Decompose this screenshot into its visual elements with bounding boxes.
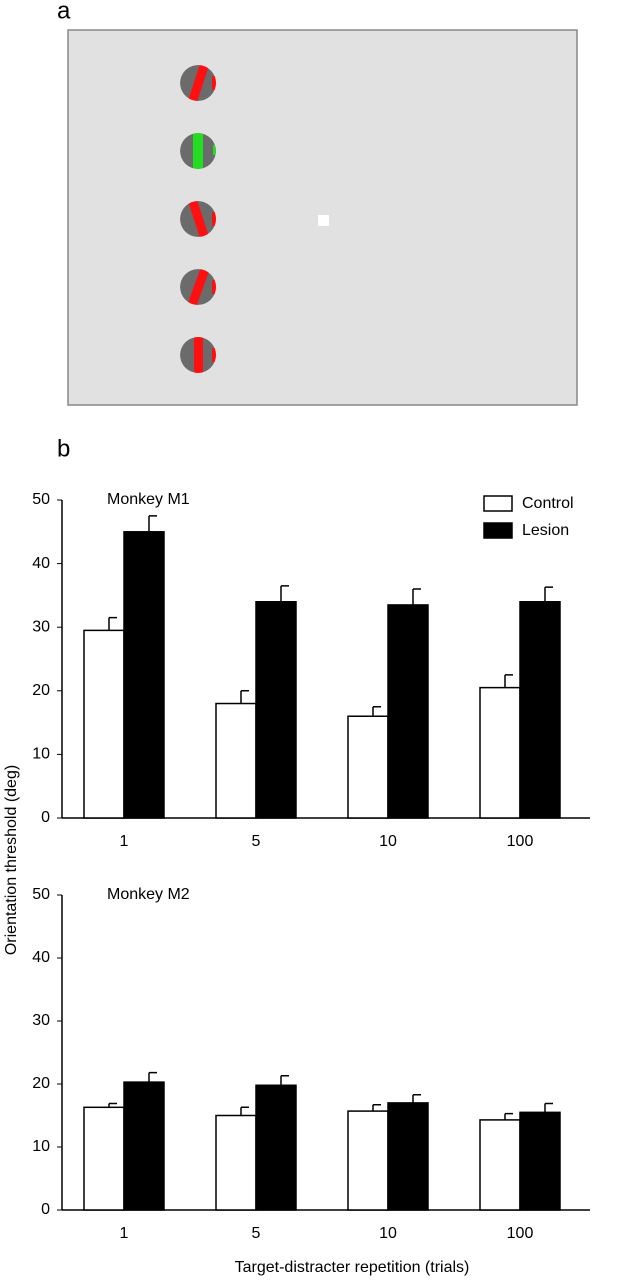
- x-tick-label: 1: [120, 833, 129, 850]
- grating: [180, 133, 216, 169]
- panel-label: a: [57, 0, 71, 24]
- bar: [255, 1084, 297, 1211]
- error-bar: [372, 705, 381, 717]
- x-tick-label: 10: [379, 833, 397, 850]
- y-tick-label: 40: [32, 949, 50, 966]
- y-tick-label: 10: [32, 746, 50, 763]
- error-bar: [544, 586, 553, 602]
- bar: [255, 601, 297, 819]
- y-tick-label: 50: [32, 491, 50, 508]
- chart-title: Monkey M1: [107, 491, 190, 508]
- error-bar: [504, 674, 513, 688]
- y-tick-label: 0: [41, 809, 50, 826]
- error-bar: [280, 1075, 289, 1086]
- error-bar: [148, 1071, 157, 1083]
- bar: [347, 715, 389, 819]
- grating: [180, 65, 216, 101]
- legend-label: Control: [522, 495, 574, 512]
- y-tick-label: 0: [41, 1201, 50, 1218]
- y-tick-label: 10: [32, 1138, 50, 1155]
- x-tick-label: 5: [252, 833, 261, 850]
- bar: [387, 604, 429, 819]
- bar: [215, 702, 257, 819]
- y-tick-label: 30: [32, 1012, 50, 1029]
- bar: [215, 1114, 257, 1211]
- y-tick-label: 50: [32, 886, 50, 903]
- error-bar: [108, 1102, 117, 1108]
- chart-title: Monkey M2: [107, 886, 190, 903]
- bar: [479, 1119, 521, 1211]
- bar: [123, 1081, 165, 1211]
- bar: [479, 686, 521, 819]
- error-bar: [412, 1093, 421, 1103]
- error-bar: [504, 1112, 513, 1120]
- bar: [83, 1106, 125, 1211]
- x-tick-label: 100: [507, 1225, 534, 1242]
- y-tick-label: 30: [32, 618, 50, 635]
- grating: [180, 337, 216, 373]
- error-bar: [240, 1106, 249, 1116]
- bar: [123, 531, 165, 819]
- y-axis-title: Orientation threshold (deg): [3, 765, 20, 955]
- x-tick-label: 5: [252, 1225, 261, 1242]
- error-bar: [148, 515, 157, 532]
- error-bar: [372, 1104, 381, 1112]
- error-bar: [108, 616, 117, 631]
- error-bar: [544, 1102, 553, 1113]
- grating: [180, 201, 216, 237]
- y-tick-label: 20: [32, 1075, 50, 1092]
- error-bar: [240, 690, 249, 704]
- error-bar: [280, 585, 289, 602]
- y-tick-label: 40: [32, 555, 50, 572]
- fixation-point: [318, 215, 329, 226]
- panel-label: b: [57, 435, 70, 462]
- x-tick-label: 1: [120, 1225, 129, 1242]
- bar: [347, 1110, 389, 1211]
- legend-swatch: [483, 495, 513, 512]
- bar: [83, 629, 125, 819]
- bar: [519, 601, 561, 819]
- error-bar: [412, 588, 421, 605]
- bar: [387, 1102, 429, 1211]
- legend-swatch: [483, 522, 513, 539]
- x-tick-label: 10: [379, 1225, 397, 1242]
- bar: [519, 1111, 561, 1211]
- x-tick-label: 100: [507, 833, 534, 850]
- x-axis-title: Target-distracter repetition (trials): [235, 1259, 470, 1276]
- grating: [180, 269, 216, 305]
- legend-label: Lesion: [522, 522, 569, 539]
- y-tick-label: 20: [32, 682, 50, 699]
